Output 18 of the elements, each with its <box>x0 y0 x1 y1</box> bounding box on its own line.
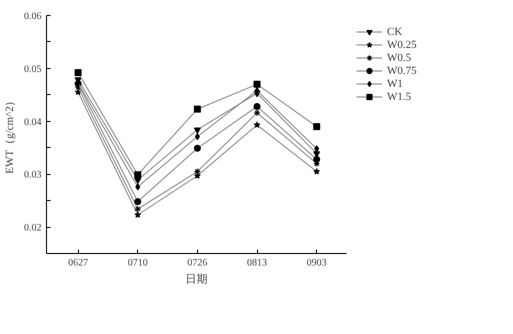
legend-label: W1 <box>387 77 404 90</box>
x-tick-label: 0903 <box>306 258 327 268</box>
y-tick-label: 0.06 <box>24 11 42 22</box>
x-axis-title: 日期 <box>186 274 208 286</box>
x-tick-label: 0627 <box>68 258 88 268</box>
legend-label: W0.25 <box>387 38 417 51</box>
legend-label: CK <box>387 25 404 38</box>
legend-label: W1.5 <box>387 90 412 103</box>
y-tick-label: 0.04 <box>24 116 42 128</box>
legend-label: W0.75 <box>387 64 417 77</box>
y-tick-label: 0.05 <box>24 64 42 75</box>
y-axis-title: EWT（g/cm^2） <box>4 95 16 174</box>
y-tick-label: 0.03 <box>24 170 42 181</box>
y-tick-label: 0.02 <box>24 222 42 234</box>
x-tick-label: 0726 <box>187 258 208 268</box>
legend-label: W0.5 <box>387 51 412 64</box>
x-tick-label: 0813 <box>247 258 268 268</box>
x-tick-label: 0710 <box>128 258 148 268</box>
